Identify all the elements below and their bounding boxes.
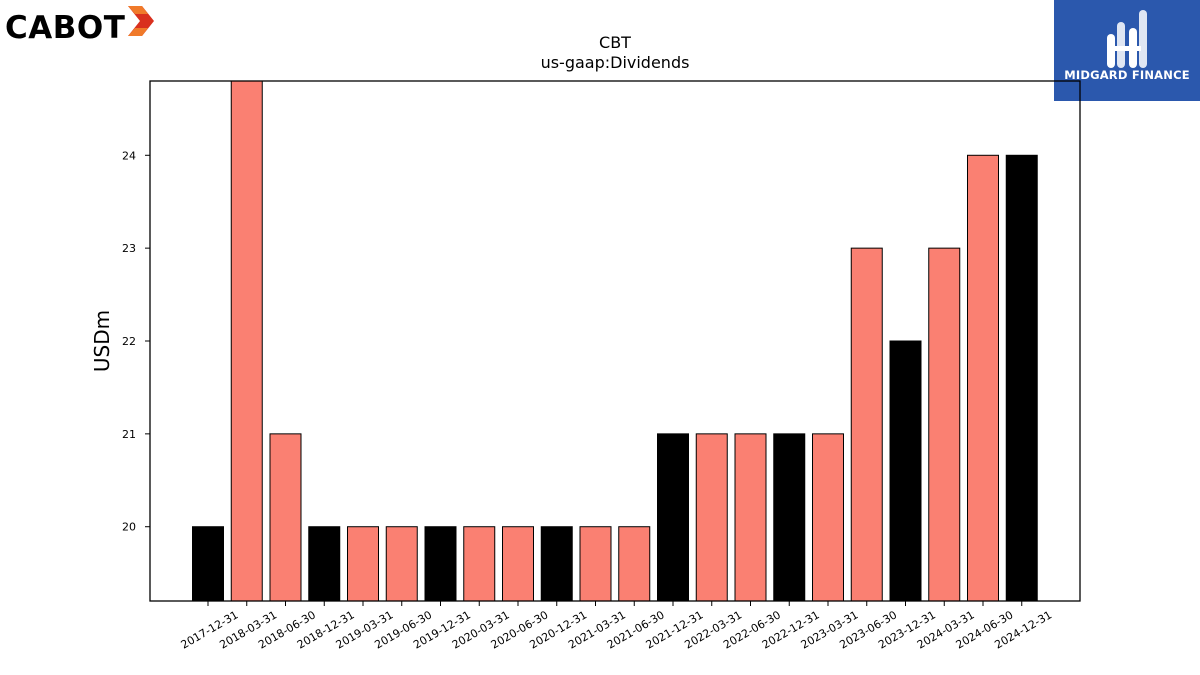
partner-logo: MIDGARD FINANCE xyxy=(1054,0,1200,101)
bar-2019-12-31 xyxy=(424,526,457,601)
bar-2020-03-31 xyxy=(463,526,496,601)
bar-2024-06-30 xyxy=(967,154,999,601)
midgard-mark-icon xyxy=(1107,10,1147,68)
brand-name: CABOT xyxy=(5,10,126,46)
bar-2020-12-31 xyxy=(540,526,573,601)
bar-2018-03-31 xyxy=(230,81,263,601)
bar-2019-03-31 xyxy=(347,526,379,601)
bar-2018-06-30 xyxy=(269,433,302,601)
bar-2022-12-31 xyxy=(773,433,806,601)
partner-name: MIDGARD FINANCE xyxy=(1064,68,1190,82)
y-tick-label: 21 xyxy=(122,428,136,441)
bar-2024-03-31 xyxy=(928,247,961,601)
brand-logo: CABOT xyxy=(0,0,170,60)
chart-subtitle: us-gaap:Dividends xyxy=(541,53,690,72)
bar-2021-12-31 xyxy=(657,433,689,601)
chart-title: CBT xyxy=(599,33,631,52)
cabot-mark-icon xyxy=(128,6,154,36)
y-axis-label: USDm xyxy=(90,310,114,372)
bar-2017-12-31 xyxy=(192,526,224,601)
bar-2023-03-31 xyxy=(812,433,844,601)
y-tick-label: 22 xyxy=(122,335,136,348)
y-tick-label: 20 xyxy=(122,521,136,534)
bar-2021-03-31 xyxy=(579,526,612,601)
y-tick-label: 24 xyxy=(122,149,136,162)
y-tick-label: 23 xyxy=(122,242,136,255)
bar-2020-06-30 xyxy=(502,526,534,601)
bar-2018-12-31 xyxy=(308,526,341,601)
bar-2022-03-31 xyxy=(695,433,728,601)
bar-2023-12-31 xyxy=(889,340,922,601)
bars-layer xyxy=(192,81,1038,601)
bar-2023-06-30 xyxy=(850,247,883,601)
bar-2024-12-31 xyxy=(1005,154,1038,601)
bar-2022-06-30 xyxy=(734,433,767,601)
bar-2019-06-30 xyxy=(385,526,418,601)
bar-2021-06-30 xyxy=(618,526,651,601)
